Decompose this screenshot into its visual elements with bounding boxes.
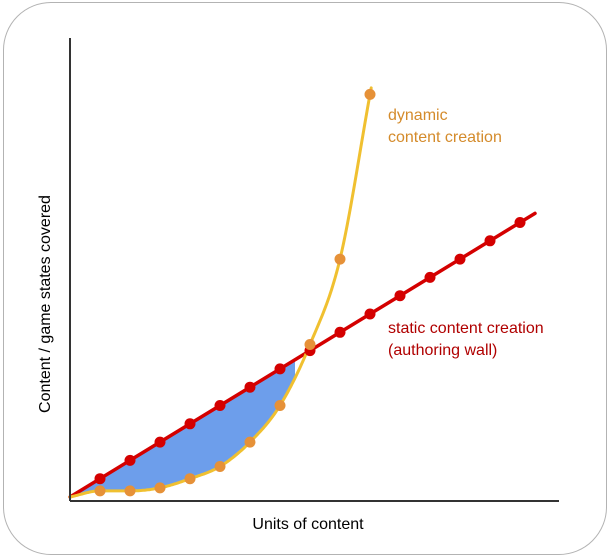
dynamic-series-point <box>94 485 106 497</box>
dynamic-series-point <box>184 473 196 485</box>
dynamic-series-point <box>244 436 256 448</box>
static-series-point <box>214 400 226 411</box>
static-label-line-2: (authoring wall) <box>388 342 497 359</box>
dynamic-series-label: dynamic content creation <box>388 107 502 146</box>
static-series-point <box>484 235 496 247</box>
static-series-point <box>454 253 466 265</box>
x-axis-label: Units of content <box>252 516 364 533</box>
static-label-line-1: static content creation <box>388 320 544 337</box>
lines-layer <box>68 86 537 499</box>
dynamic-label-line-1: dynamic <box>388 107 448 124</box>
static-series-point <box>334 326 346 338</box>
static-series-point <box>244 381 256 393</box>
dynamic-series-point <box>334 253 346 265</box>
dynamic-series-point <box>364 88 376 100</box>
y-axis-label: Content / game states covered <box>37 195 54 413</box>
static-series-point <box>364 308 376 320</box>
static-series-point <box>394 290 406 302</box>
points-layer <box>94 88 526 497</box>
static-series-point <box>154 436 166 448</box>
dynamic-series-point <box>274 400 286 411</box>
static-series-point <box>124 454 136 466</box>
dynamic-series-point <box>154 482 166 494</box>
static-series-label: static content creation (authoring wall) <box>388 320 548 359</box>
dynamic-series-point <box>124 485 136 497</box>
static-series-point <box>514 217 526 228</box>
dynamic-series-point <box>214 461 226 472</box>
static-series-point <box>94 473 106 485</box>
static-series-point <box>184 418 196 430</box>
chart-frame <box>3 2 607 555</box>
dynamic-series-point <box>304 339 316 350</box>
dynamic-label-line-2: content creation <box>388 129 502 146</box>
static-series-point <box>424 271 436 283</box>
static-series-point <box>274 363 286 375</box>
